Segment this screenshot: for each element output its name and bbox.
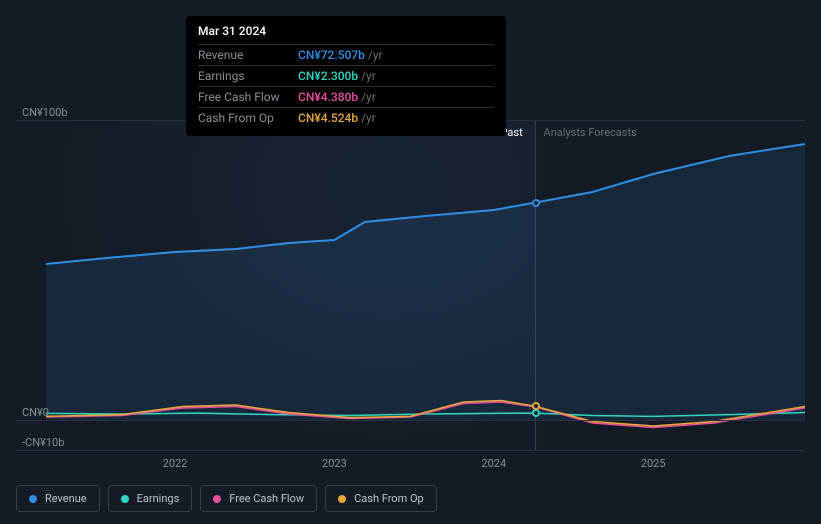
series-marker: [532, 402, 540, 410]
x-axis-label: 2023: [322, 457, 347, 470]
legend-item-label: Cash From Op: [354, 492, 424, 505]
y-axis-label: CN¥100b: [22, 106, 68, 119]
legend-item[interactable]: Cash From Op: [325, 485, 437, 512]
legend-dot-icon: [29, 495, 37, 503]
legend-item-label: Free Cash Flow: [229, 492, 304, 505]
x-axis-label: 2022: [163, 457, 188, 470]
tooltip-row: RevenueCN¥72.507b/yr: [198, 44, 494, 65]
tooltip-row-suffix: /yr: [361, 69, 376, 83]
tooltip-row-value: CN¥4.380b: [298, 90, 358, 104]
chart-svg: [16, 120, 805, 450]
tooltip-row: Cash From OpCN¥4.524b/yr: [198, 107, 494, 128]
gridline: [16, 420, 805, 421]
tooltip-row-suffix: /yr: [361, 111, 376, 125]
legend-item-label: Revenue: [45, 492, 87, 505]
legend-dot-icon: [213, 495, 221, 503]
tooltip-row: Free Cash FlowCN¥4.380b/yr: [198, 86, 494, 107]
legend-item-label: Earnings: [137, 492, 180, 505]
legend-item[interactable]: Revenue: [16, 485, 100, 512]
legend-item[interactable]: Free Cash Flow: [200, 485, 317, 512]
forecast-section-label: Analysts Forecasts: [544, 126, 637, 139]
tooltip-row-suffix: /yr: [361, 90, 376, 104]
tooltip-row-label: Earnings: [198, 69, 298, 83]
tooltip-row-label: Cash From Op: [198, 111, 298, 125]
tooltip-row-value: CN¥2.300b: [298, 69, 358, 83]
tooltip-row: EarningsCN¥2.300b/yr: [198, 65, 494, 86]
legend-dot-icon: [121, 495, 129, 503]
chart-tooltip: Mar 31 2024 RevenueCN¥72.507b/yrEarnings…: [186, 16, 506, 136]
gridline: [16, 450, 805, 451]
tooltip-row-label: Revenue: [198, 48, 298, 62]
y-axis-label: -CN¥10b: [22, 436, 64, 449]
tooltip-date: Mar 31 2024: [198, 24, 494, 38]
x-axis-label: 2025: [641, 457, 666, 470]
legend-dot-icon: [338, 495, 346, 503]
tooltip-row-suffix: /yr: [368, 48, 383, 62]
y-axis-label: CN¥0: [22, 406, 49, 419]
series-marker: [532, 199, 540, 207]
financials-chart[interactable]: CN¥100bCN¥0-CN¥10b 2022202320242025 Past…: [16, 120, 805, 450]
x-axis-label: 2024: [481, 457, 506, 470]
legend-item[interactable]: Earnings: [108, 485, 193, 512]
tooltip-row-label: Free Cash Flow: [198, 90, 298, 104]
chart-legend: Revenue Earnings Free Cash Flow Cash From O…: [16, 485, 437, 512]
tooltip-row-value: CN¥4.524b: [298, 111, 358, 125]
tooltip-row-value: CN¥72.507b: [298, 48, 365, 62]
